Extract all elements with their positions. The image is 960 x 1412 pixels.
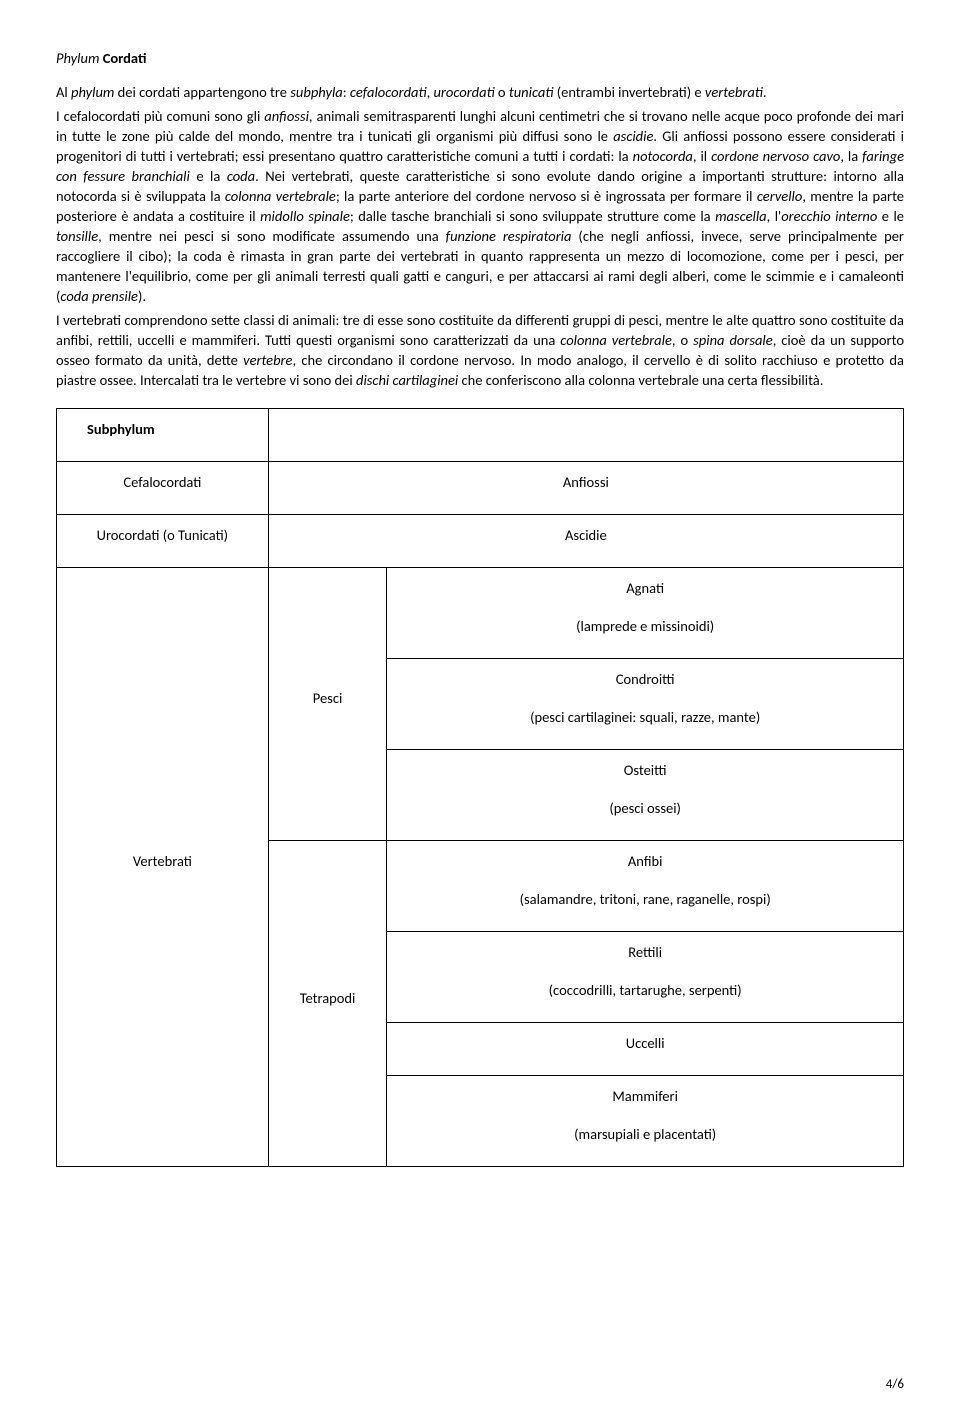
- table-row: Vertebrati Pesci Agnati (lamprede e miss…: [57, 568, 904, 659]
- cell-subphylum-header: Subphylum: [57, 409, 269, 462]
- cell-ascidie: Ascidie: [268, 515, 903, 568]
- cell-cefalocordati: Cefalocordati: [57, 462, 269, 515]
- cell-empty: [268, 409, 903, 462]
- cell-urocordati: Urocordati (o Tunicati): [57, 515, 269, 568]
- cell-condroitti: Condroitti (pesci cartilaginei: squali, …: [387, 659, 904, 750]
- cell-mammiferi: Mammiferi (marsupiali e placentati): [387, 1076, 904, 1167]
- mammiferi-label: Mammiferi: [395, 1086, 895, 1106]
- condroitti-label: Condroitti: [395, 669, 895, 689]
- rettili-sub: (coccodrilli, tartarughe, serpenti): [395, 980, 895, 1000]
- osteitti-label: Osteitti: [395, 760, 895, 780]
- anfibi-sub: (salamandre, tritoni, rane, raganelle, r…: [395, 889, 895, 909]
- uccelli-label: Uccelli: [395, 1033, 895, 1053]
- table-row: Subphylum: [57, 409, 904, 462]
- paragraph-3: I vertebrati comprendono sette classi di…: [56, 310, 904, 390]
- condroitti-sub: (pesci cartilaginei: squali, razze, mant…: [395, 707, 895, 727]
- agnati-label: Agnati: [395, 578, 895, 598]
- table-row: Urocordati (o Tunicati) Ascidie: [57, 515, 904, 568]
- cell-rettili: Rettili (coccodrilli, tartarughe, serpen…: [387, 932, 904, 1023]
- heading-bold: Cordati: [103, 49, 147, 67]
- agnati-sub: (lamprede e missinoidi): [395, 616, 895, 636]
- cell-agnati: Agnati (lamprede e missinoidi): [387, 568, 904, 659]
- page-number: 4/6: [886, 1376, 904, 1394]
- heading-prefix: Phylum: [56, 49, 103, 67]
- mammiferi-sub: (marsupiali e placentati): [395, 1124, 895, 1144]
- cell-anfiossi: Anfiossi: [268, 462, 903, 515]
- cell-anfibi: Anfibi (salamandre, tritoni, rane, ragan…: [387, 841, 904, 932]
- paragraph-1: Al phylum dei cordati appartengono tre s…: [56, 82, 904, 102]
- table-row: Cefalocordati Anfiossi: [57, 462, 904, 515]
- cell-uccelli: Uccelli: [387, 1023, 904, 1076]
- cell-vertebrati: Vertebrati: [57, 568, 269, 1167]
- paragraph-2: I cefalocordati più comuni sono gli anfi…: [56, 106, 904, 306]
- cell-tetrapodi: Tetrapodi: [268, 841, 387, 1167]
- taxonomy-table: Subphylum Cefalocordati Anfiossi Urocord…: [56, 408, 904, 1167]
- osteitti-sub: (pesci ossei): [395, 798, 895, 818]
- cell-pesci: Pesci: [268, 568, 387, 841]
- anfibi-label: Anfibi: [395, 851, 895, 871]
- rettili-label: Rettili: [395, 942, 895, 962]
- cell-osteitti: Osteitti (pesci ossei): [387, 750, 904, 841]
- phylum-heading: Phylum Cordati: [56, 48, 904, 68]
